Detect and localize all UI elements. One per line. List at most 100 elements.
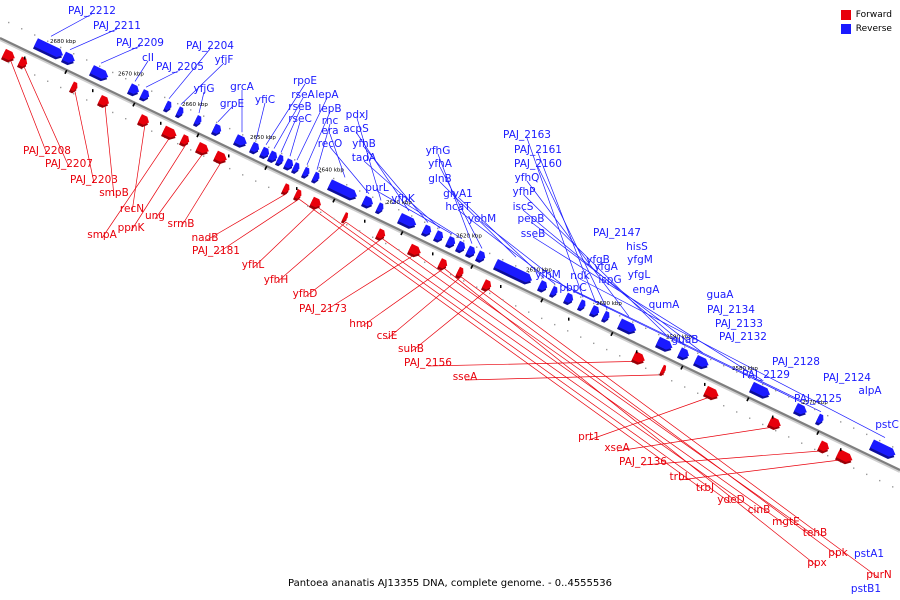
forward-gene	[766, 416, 781, 431]
reverse-gene-26-label: yfhG	[426, 145, 451, 157]
forward-gene-14-leader	[322, 253, 417, 313]
forward-gene-11-leader	[252, 206, 318, 269]
reverse-gene-body	[34, 38, 64, 58]
forward-gene	[630, 351, 645, 365]
track-dot	[632, 321, 634, 323]
reverse-gene-20-leader	[356, 117, 382, 201]
track-dot	[450, 234, 452, 236]
reverse-gene-33-label: PAJ_2161	[514, 144, 562, 156]
reverse-gene-body	[312, 171, 320, 182]
reverse-gene-51-label: qumA	[649, 299, 681, 311]
track-dot	[346, 224, 348, 226]
forward-gene	[816, 440, 830, 454]
reverse-gene	[432, 230, 444, 243]
reverse-gene-54-label: PAJ_2134	[707, 304, 755, 316]
reverse-gene	[300, 166, 310, 179]
track-dot	[99, 65, 101, 67]
track-dot	[47, 40, 49, 42]
track-dot	[307, 165, 309, 167]
track-dot	[190, 109, 192, 111]
reverse-gene	[600, 310, 610, 323]
reverse-gene-12-leader	[273, 97, 304, 149]
track-dot	[814, 448, 816, 451]
track-dot	[580, 336, 582, 338]
forward-gene-body	[70, 81, 78, 92]
forward-gene	[136, 114, 150, 128]
forward-gene-body	[704, 385, 719, 398]
track-dot	[788, 396, 790, 398]
reverse-gene-14-label: rseC	[288, 113, 312, 125]
track-dot	[125, 118, 127, 120]
reverse-gene-body	[260, 146, 270, 157]
reverse-gene-15-leader	[296, 97, 328, 161]
forward-gene	[178, 134, 190, 147]
forward-gene-12-label: yfhH	[264, 274, 288, 286]
legend-forward: Forward	[840, 8, 892, 22]
track-dot	[8, 21, 10, 24]
reverse-gene-30-label: hcaT	[445, 201, 471, 213]
reverse-gene-body	[194, 115, 202, 125]
forward-gene	[280, 183, 290, 196]
track-dot	[268, 186, 270, 189]
forward-gene-body	[438, 258, 448, 269]
track-dot	[658, 333, 660, 336]
reverse-gene-38-leader	[530, 221, 704, 354]
tick-label: 2680 kbp	[50, 39, 76, 45]
reverse-gene-body	[284, 158, 294, 169]
tick-mark	[540, 298, 544, 303]
track-dot	[112, 111, 114, 114]
forward-gene-body	[294, 189, 302, 199]
reverse-gene-body	[212, 123, 222, 134]
reverse-gene-19-label: recO	[318, 138, 343, 150]
forward-gene-body	[660, 364, 667, 374]
reverse-gene-body	[870, 439, 896, 457]
reverse-gene-41-label: pbpC	[559, 282, 586, 294]
reverse-gene	[588, 305, 600, 318]
reverse-gene	[32, 38, 64, 60]
reverse-gene-46-label: ispG	[598, 274, 621, 286]
track-dot	[281, 152, 283, 155]
reverse-gene-14-leader	[289, 121, 301, 157]
track-dot	[73, 93, 75, 95]
track-dot	[567, 290, 569, 292]
reverse-gene	[282, 158, 294, 171]
forward-gene-body	[408, 243, 421, 255]
track-dot	[749, 417, 751, 419]
track-dot	[775, 390, 777, 392]
track-dot	[372, 196, 374, 198]
reverse-gene-21-leader	[355, 131, 410, 212]
forward-gene-13-label: yfhD	[293, 288, 318, 300]
tick-mark	[470, 264, 474, 269]
reverse-gene	[464, 245, 476, 259]
reverse-gene-2-label: PAJ_2209	[116, 37, 164, 49]
minor-tick	[500, 285, 502, 288]
forward-gene-body	[632, 351, 645, 363]
reverse-gene-40-leader	[547, 277, 803, 402]
minor-tick	[636, 350, 638, 354]
track-dot	[801, 442, 803, 444]
reverse-gene	[792, 403, 807, 417]
reverse-gene-22-label: yfhB	[352, 138, 376, 150]
reverse-gene-13-label: rseB	[288, 101, 311, 113]
track-dot	[580, 296, 582, 298]
forward-gene-9-label: nadB	[192, 232, 219, 244]
reverse-gene-24-leader	[376, 190, 453, 235]
track-dot	[840, 421, 842, 423]
reverse-gene-body	[268, 150, 278, 161]
reverse-gene-5-label: PAJ_2204	[186, 40, 234, 52]
forward-gene	[454, 266, 464, 279]
reverse-gene-body	[302, 166, 310, 177]
reverse-gene-body	[376, 202, 384, 213]
minor-tick	[704, 382, 706, 386]
track-dot	[827, 414, 829, 417]
forward-gene	[16, 56, 28, 69]
reverse-gene-27-label: yfhA	[428, 158, 453, 170]
reverse-gene-45-label: yfgA	[594, 261, 619, 273]
forward-gene-13-leader	[304, 238, 383, 298]
forward-gene-24-leader	[298, 198, 706, 492]
reverse-gene-38-label: pepB	[518, 213, 545, 225]
reverse-gene-63-label: pstA1	[854, 548, 884, 560]
tick-label: 2620 kbp	[456, 234, 482, 240]
forward-gene-23-label: trbL	[670, 471, 691, 483]
reverse-gene-body	[328, 179, 358, 199]
